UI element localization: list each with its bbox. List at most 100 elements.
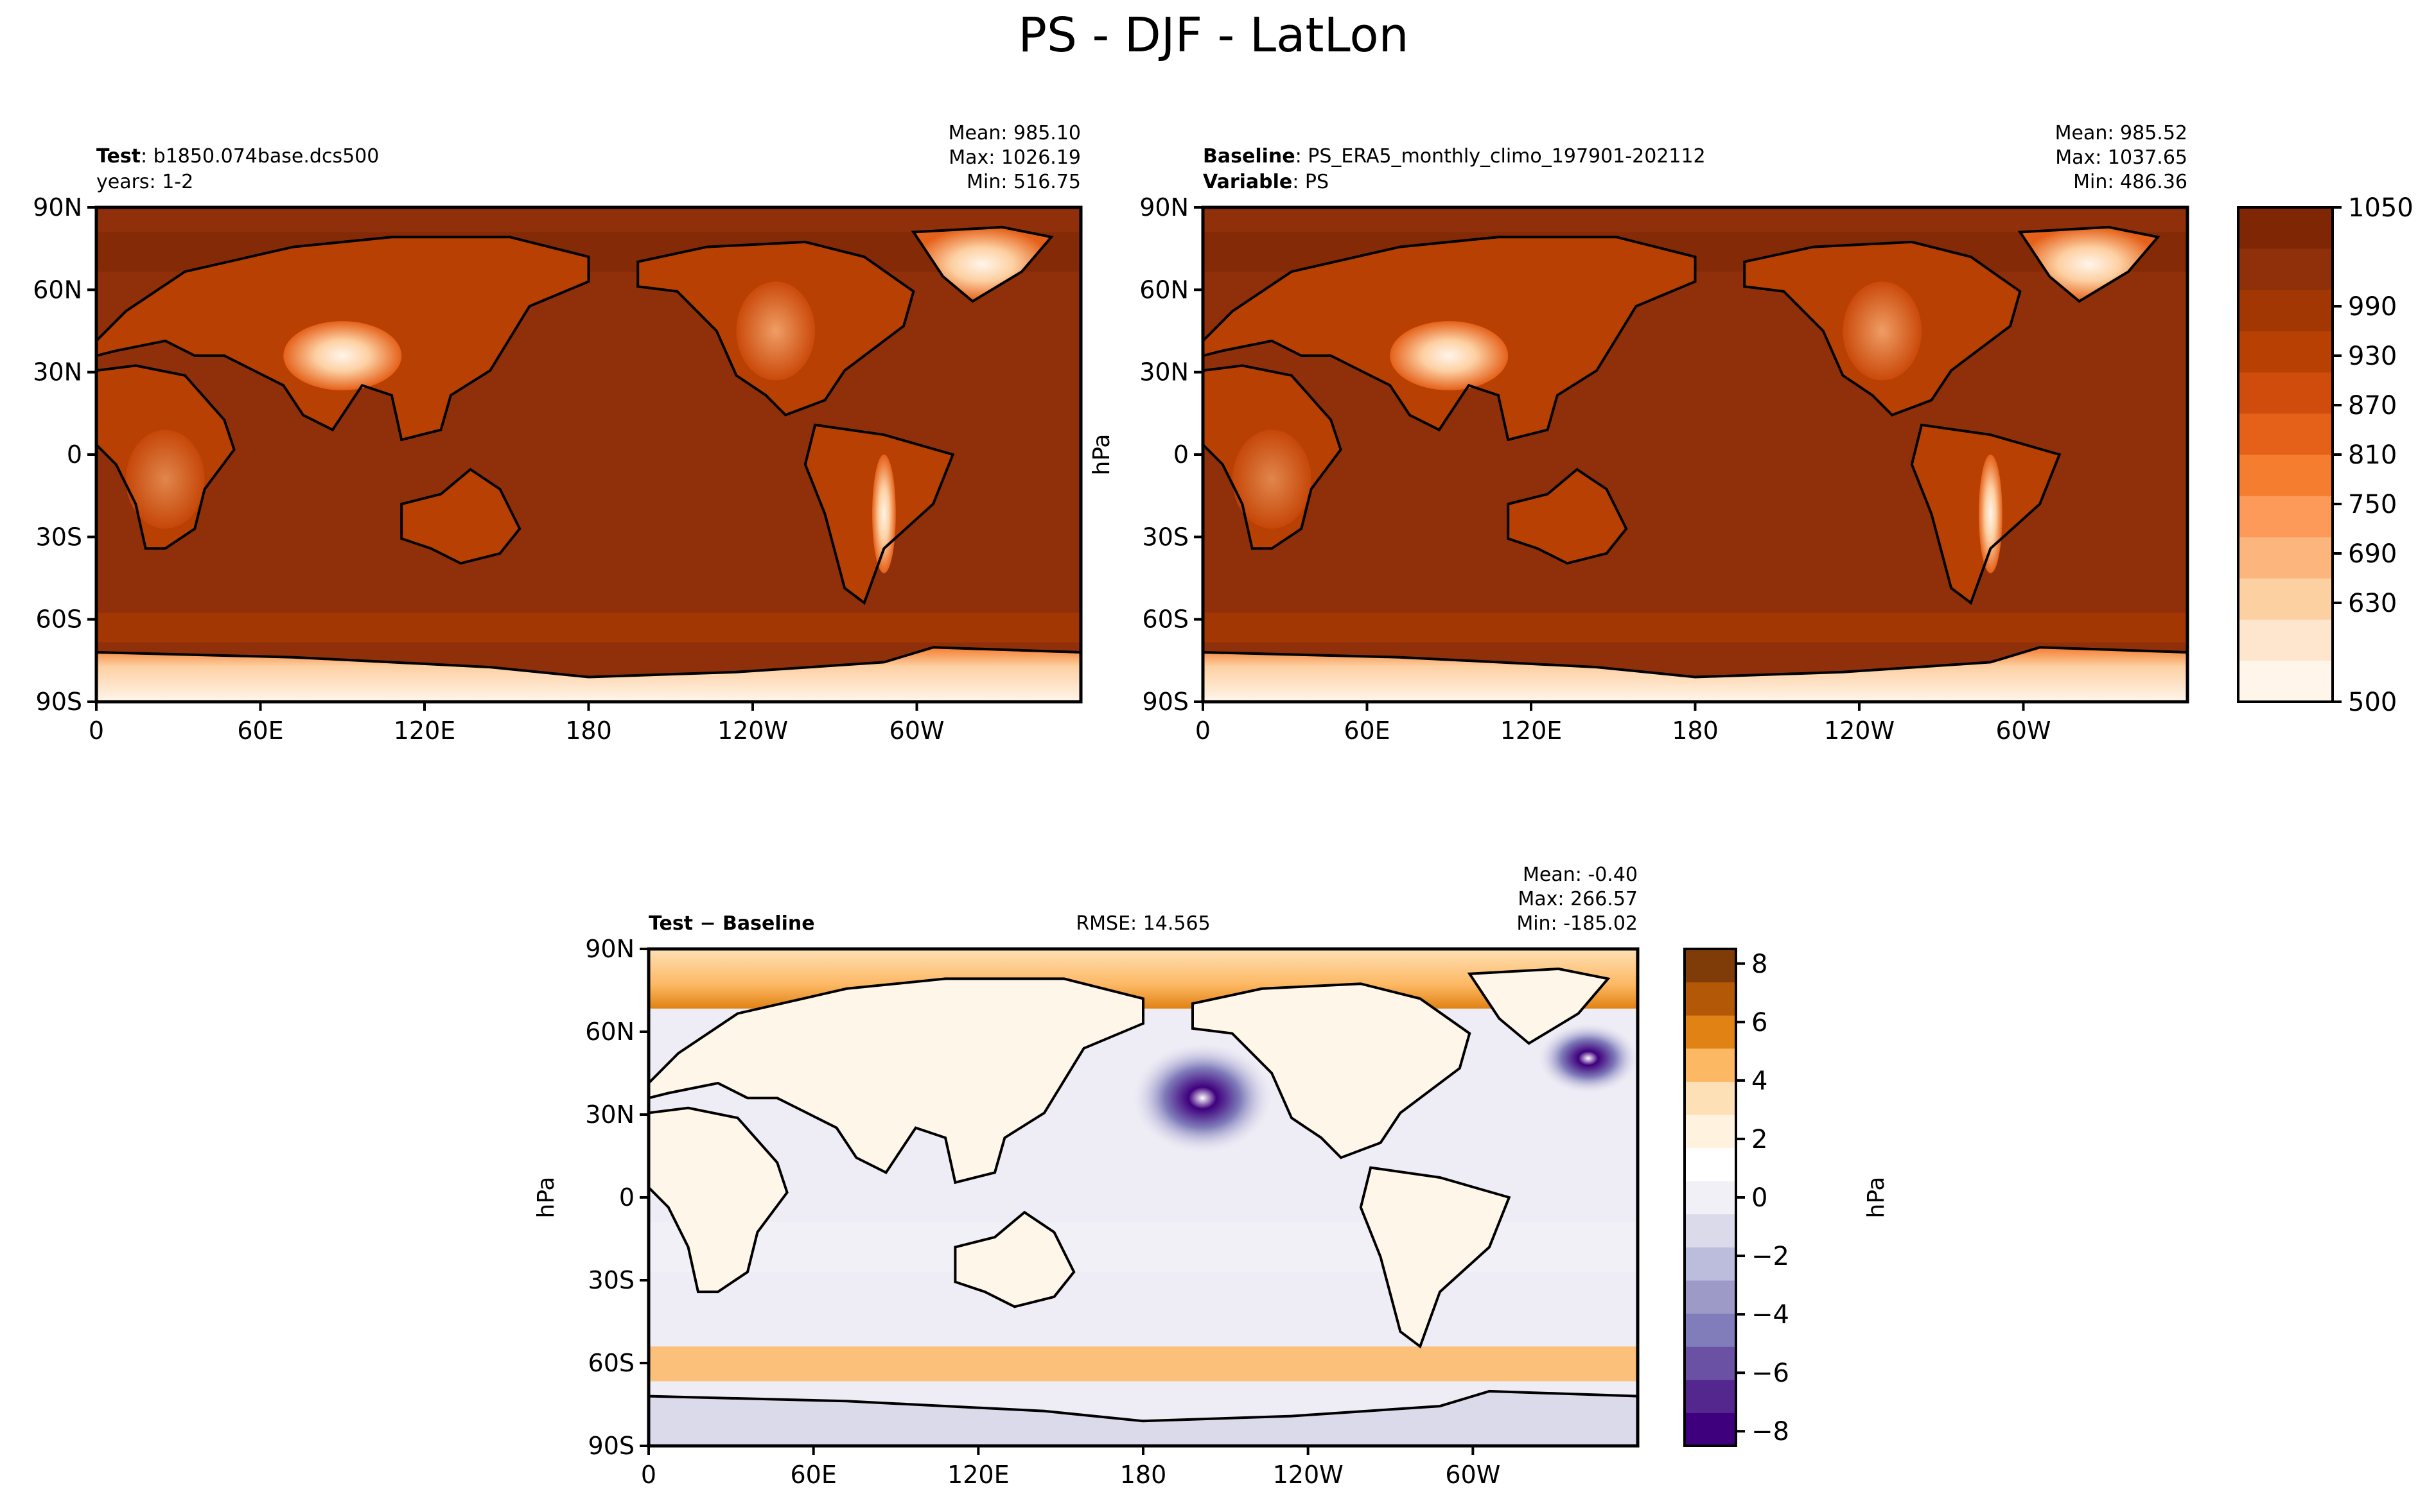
abs-colorbar-swatch (2238, 248, 2333, 290)
baseline-ylabel: hPa (1089, 434, 1115, 476)
abs-colorbar-swatch (2238, 207, 2333, 249)
baseline-panel-lon-label: 120W (1824, 717, 1895, 745)
diff-colorbar-label: hPa (1863, 1177, 1889, 1219)
baseline-panel-lat-label: 60S (1143, 605, 1189, 634)
diff-panel-lat-label: 30N (585, 1100, 635, 1129)
diff-colorbar-swatch (1685, 1247, 1736, 1281)
test-panel-coast-eurasia (96, 236, 590, 442)
baseline-panel-coast-samerica (1910, 423, 2062, 605)
test-panel-lat-label: 30S (36, 523, 82, 551)
abs-colorbar-swatch (2238, 413, 2333, 455)
baseline-panel-lon-label: 180 (1672, 717, 1719, 745)
baseline-panel-andes (1979, 455, 2002, 573)
abs-colorbar-swatch (2238, 537, 2333, 578)
baseline-panel-coast-australia (1507, 467, 1628, 565)
diff-colorbar: −8 −6 −4 −2 0 2 4 6 8 hPa (1683, 948, 1889, 1447)
diff-panel-low-center (1133, 1043, 1272, 1153)
baseline-panel-greenland (2020, 227, 2158, 302)
abs-colorbar-swatch (2238, 290, 2333, 331)
diff-stats: Max: 266.57 (1518, 888, 1638, 910)
diff-colorbar-tick-label: 8 (1751, 950, 1767, 979)
test-stats: Max: 1026.19 (949, 146, 1081, 169)
baseline-panel-rockies (1843, 281, 1922, 381)
test-stats: Min: 516.75 (967, 171, 1081, 193)
diff-header: Test − Baseline (649, 912, 815, 935)
diff-colorbar-tick-label: 2 (1751, 1125, 1767, 1154)
test-panel-lat-label: 0 (67, 440, 82, 469)
diff-panel-lon-label: 120E (947, 1461, 1010, 1489)
baseline-panel-lon-label: 0 (1195, 717, 1211, 745)
baseline-stats: Mean: 985.52 (2055, 122, 2187, 144)
abs-colorbar: 5006306907508108709309901050hPa (2237, 193, 2414, 717)
diff-colorbar-tick-label: −2 (1751, 1242, 1789, 1271)
diff-panel-coast-samerica (1359, 1166, 1511, 1349)
baseline-panel-lat-label: 0 (1173, 440, 1189, 469)
diff-panel-lon-label: 60W (1445, 1461, 1500, 1489)
diff-panel-coast-eurasia (649, 977, 1144, 1185)
diff-colorbar-swatch (1685, 1379, 1736, 1413)
test-header: Test: b1850.074base.dcs500 (96, 145, 379, 168)
baseline-panel-coast-eurasia (1203, 236, 1697, 442)
diff-panel-coast-greenland (1467, 967, 1611, 1045)
diff-colorbar-swatch (1685, 1115, 1736, 1149)
diff-panel-lon-label: 180 (1120, 1461, 1167, 1489)
test-header: years: 1-2 (96, 171, 193, 193)
abs-colorbar-tick-label: 870 (2348, 391, 2397, 421)
test-panel-coast-samerica (803, 423, 955, 605)
abs-colorbar-swatch (2238, 455, 2333, 496)
diff-colorbar-swatch (1685, 982, 1736, 1016)
abs-colorbar-tick-label: 990 (2348, 292, 2397, 322)
diff-colorbar-swatch (1685, 1048, 1736, 1082)
baseline-panel-tibet (1390, 321, 1509, 390)
test-panel-lat-label: 60S (36, 605, 82, 634)
diff-panel-coast-australia (954, 1210, 1076, 1308)
diff-panel-lat-label: 60S (588, 1349, 635, 1377)
test-panel-africa-highland (125, 430, 205, 529)
abs-colorbar-swatch (2238, 619, 2333, 661)
diff-colorbar-tick-label: 6 (1751, 1008, 1767, 1038)
abs-colorbar-swatch (2238, 660, 2333, 702)
abs-colorbar-tick-label: 1050 (2348, 193, 2414, 223)
diff-panel-lat-label: 30S (588, 1266, 635, 1294)
baseline-header: Baseline: PS_ERA5_monthly_climo_197901-2… (1203, 145, 1706, 168)
diff-colorbar-swatch (1685, 1147, 1736, 1181)
diff-stats: Mean: -0.40 (1523, 864, 1638, 886)
diff-panel-coast-namerica (1191, 982, 1471, 1160)
diff-panel-lat-label: 0 (619, 1183, 635, 1212)
test-panel-coast-africa (96, 364, 236, 550)
diff-stats: Min: -185.02 (1516, 912, 1638, 935)
diff-colorbar-tick-label: −8 (1751, 1417, 1789, 1447)
test-panel-lat-label: 90S (36, 688, 82, 716)
diff-panel-lon-label: 120W (1273, 1461, 1344, 1489)
test-panel-lon-label: 120W (717, 717, 788, 745)
diff-colorbar-swatch (1685, 1346, 1736, 1380)
diff-colorbar-tick-label: 4 (1751, 1066, 1767, 1096)
abs-colorbar-swatch (2238, 496, 2333, 537)
baseline-panel-coast-antarctica (1203, 646, 2187, 702)
baseline-header: Variable: PS (1203, 171, 1329, 193)
test-panel-lat-label: 90N (33, 193, 82, 222)
figure-title: PS - DJF - LatLon (1018, 8, 1409, 63)
abs-colorbar-tick-label: 630 (2348, 589, 2397, 618)
baseline-panel-lat-label: 30N (1139, 358, 1189, 387)
test-stats: Mean: 985.10 (949, 122, 1081, 144)
diff-rmse: RMSE: 14.565 (1076, 912, 1210, 935)
test-panel-lon-label: 60W (889, 717, 945, 745)
test-panel-coast-greenland (911, 225, 1054, 303)
test-panel-lon-label: 60E (237, 717, 283, 745)
baseline-panel-coast-greenland (2017, 225, 2160, 303)
baseline-panel-lon-label: 60W (1996, 717, 2051, 745)
test-panel-coast-australia (400, 467, 521, 565)
diff-colorbar-swatch (1685, 949, 1736, 983)
test-panel-lon-label: 0 (89, 717, 104, 745)
diff-colorbar-swatch (1685, 1213, 1736, 1247)
test-panel-lon-label: 180 (565, 717, 612, 745)
diff-colorbar-swatch (1685, 1081, 1736, 1115)
baseline-panel-lon-label: 120E (1500, 717, 1563, 745)
diff-colorbar-swatch (1685, 1412, 1736, 1447)
diff-panel-coast-antarctica (649, 1389, 1638, 1446)
diff-panel-lat-label: 60N (585, 1018, 635, 1046)
diff-colorbar-tick-label: −4 (1751, 1300, 1789, 1330)
